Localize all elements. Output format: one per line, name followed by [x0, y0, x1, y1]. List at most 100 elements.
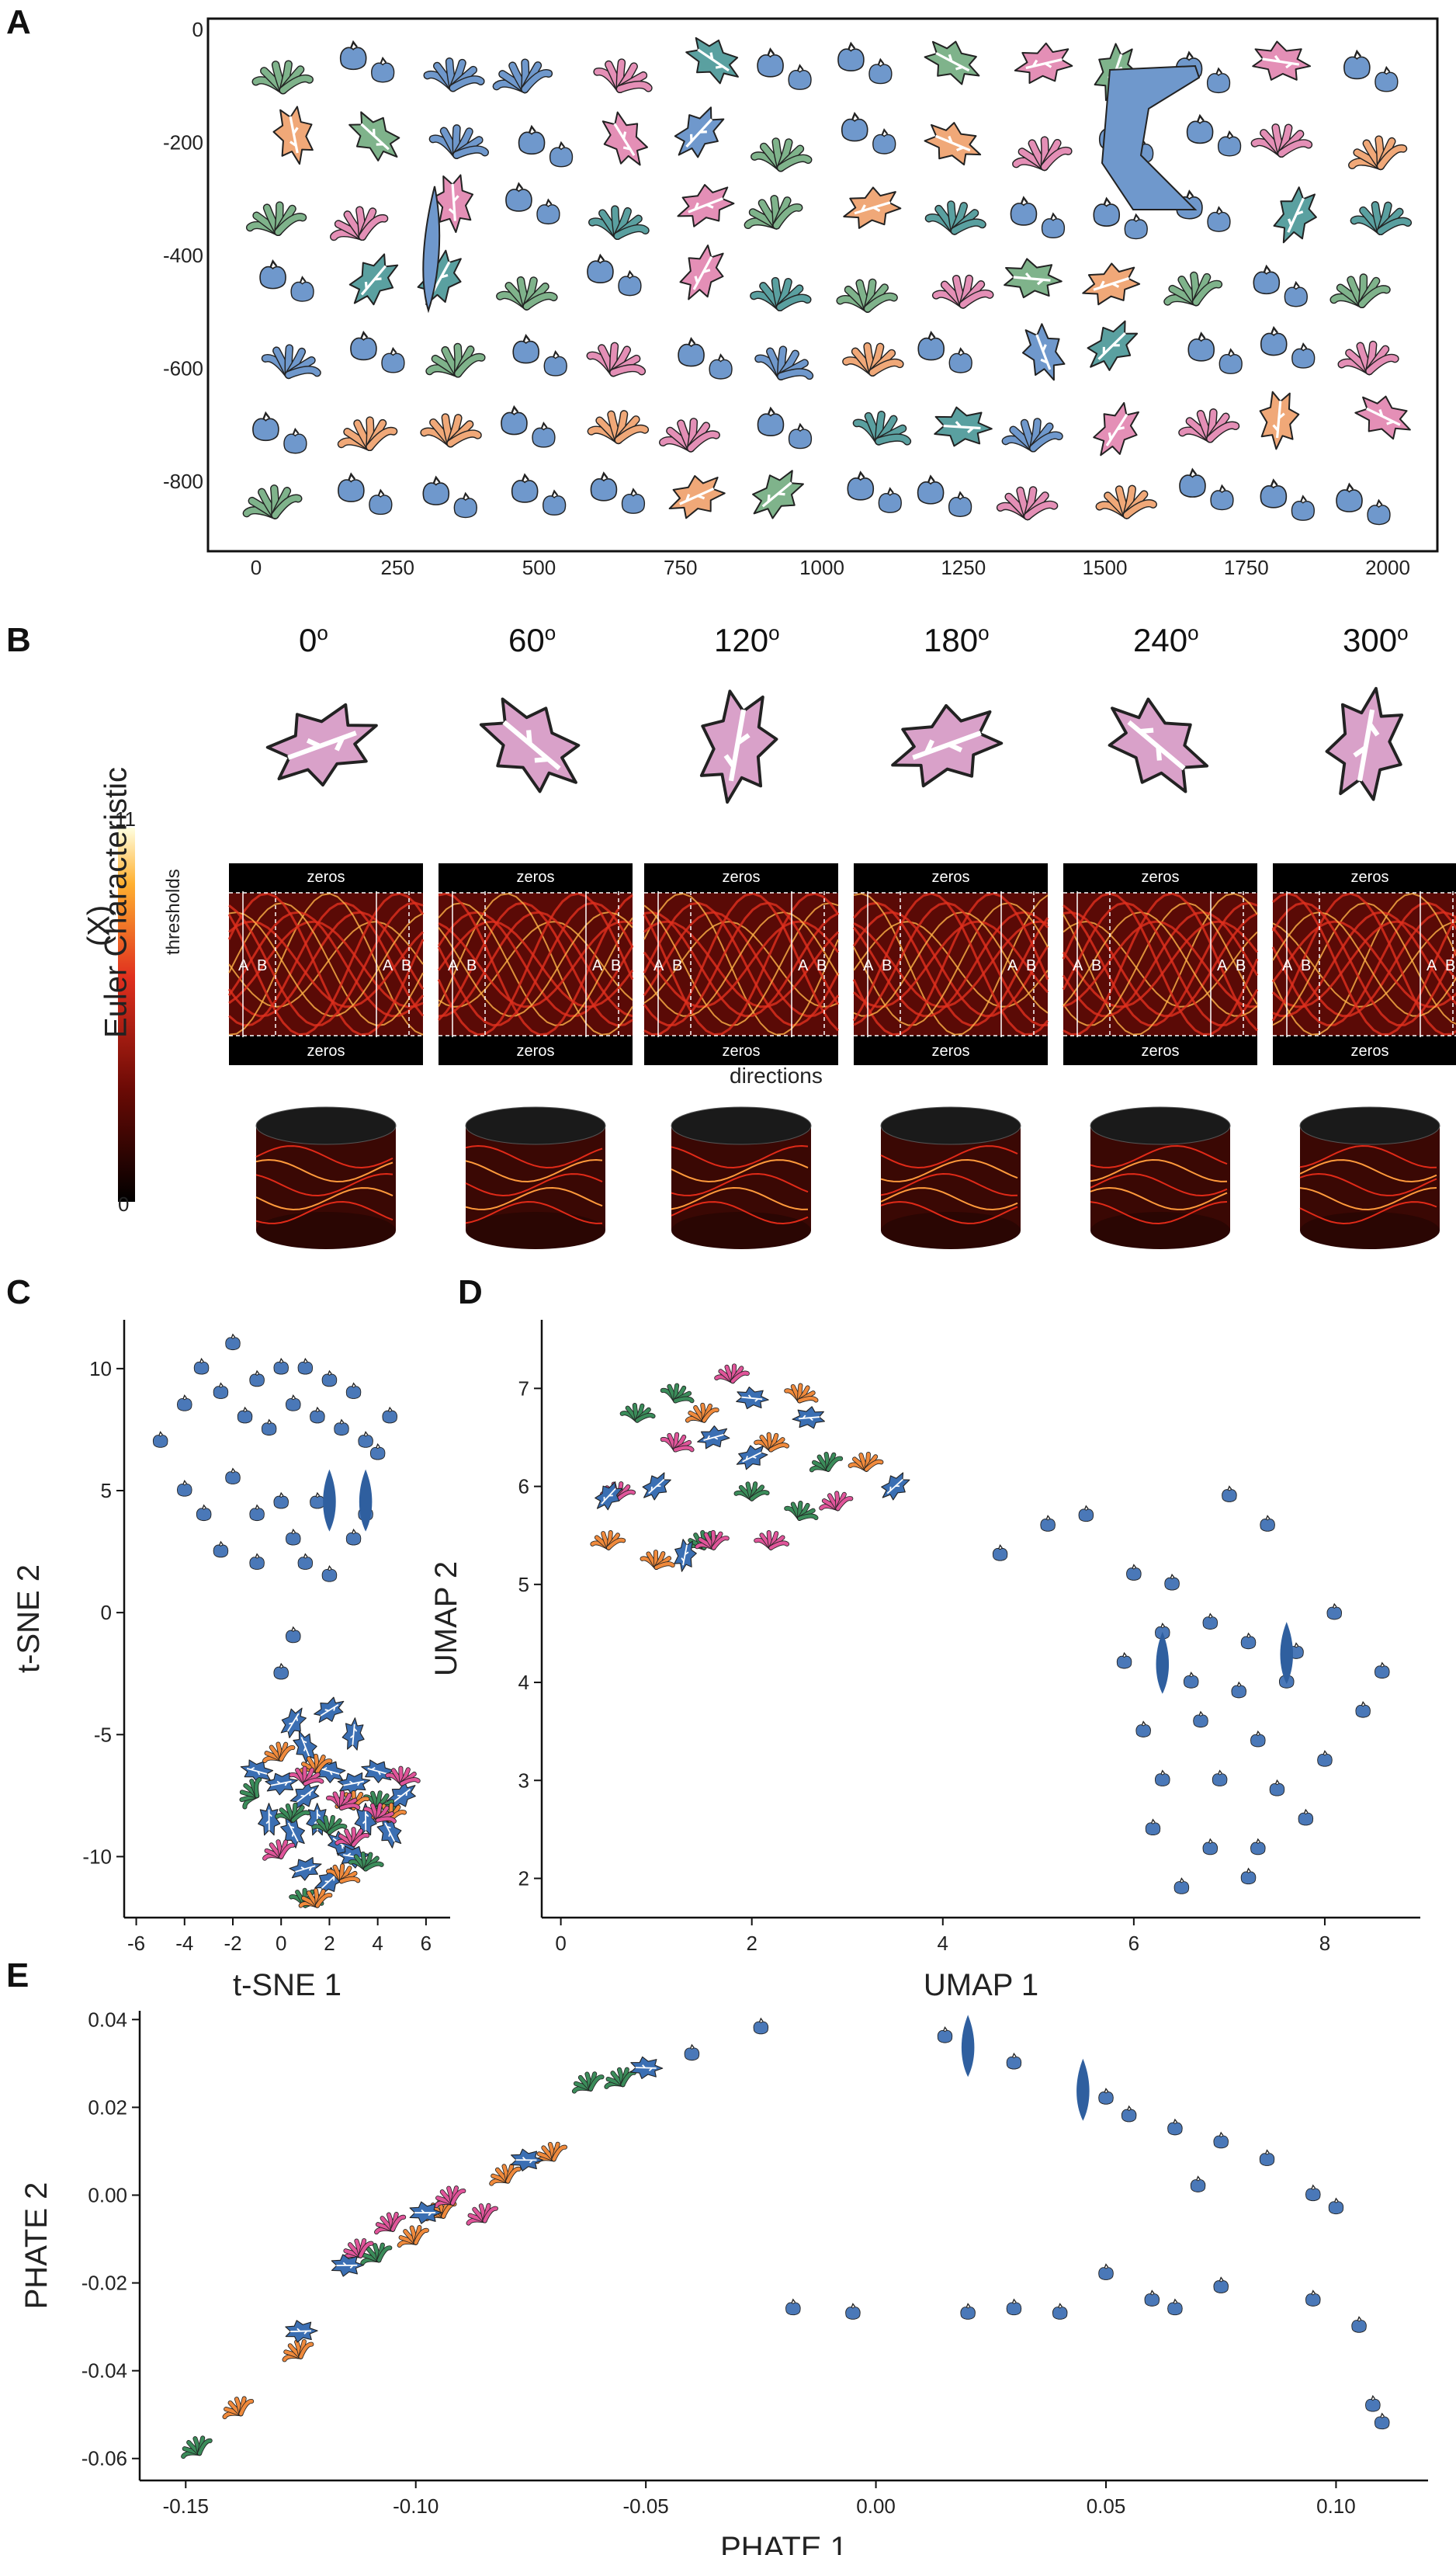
lobed-leaf-veins	[1097, 332, 1126, 360]
data-point	[881, 1472, 910, 1501]
cutout-round-leaf	[505, 182, 532, 212]
series-lobed-leaves	[285, 2056, 664, 2343]
cutout-fan-leaf	[836, 278, 898, 313]
region-a-label: A	[383, 957, 393, 974]
rotation-angle-label: 240o	[1133, 621, 1199, 659]
ect-curve	[1272, 911, 1456, 1018]
cylinder-curve	[671, 1172, 809, 1196]
lobed-leaf-veins	[635, 2064, 657, 2071]
region-a-label: A	[1282, 957, 1293, 974]
cutout-fan-leaf	[423, 57, 485, 92]
leaf-finger	[523, 293, 557, 310]
cutout-lobed-leaf	[1273, 186, 1317, 244]
round-leaf-stem	[1219, 2276, 1224, 2282]
panel-letter-a: A	[6, 3, 31, 41]
round-leaf-stem	[515, 182, 524, 191]
cylinder-top	[1090, 1106, 1231, 1145]
data-point	[809, 1452, 844, 1473]
data-point	[341, 1717, 365, 1751]
data-point	[181, 2435, 213, 2460]
data-point	[1173, 1877, 1190, 1894]
lobed-leaf-veins	[270, 1780, 292, 1786]
round-leaf-body	[872, 134, 896, 154]
round-leaf-body	[837, 48, 865, 72]
region-a-label: A	[238, 957, 249, 974]
leaf-finger	[1123, 500, 1156, 519]
data-point	[1355, 1700, 1371, 1718]
round-leaf-body	[1269, 1783, 1285, 1796]
leaf-finger	[328, 1824, 347, 1835]
cutout-lobed-leaf	[1354, 395, 1411, 440]
leaf-finger	[769, 1442, 789, 1452]
data-point	[314, 1696, 345, 1724]
round-leaf-body	[590, 477, 618, 502]
leaf-finger	[777, 294, 811, 311]
round-leaf-stem	[1371, 2394, 1376, 2401]
cutout-round-leaf	[381, 346, 405, 373]
rotation-angle-label: 60o	[508, 621, 556, 659]
lobed-leaf-veins	[741, 1394, 763, 1402]
round-leaf-body	[501, 411, 528, 436]
round-leaf-stem	[1294, 1642, 1299, 1647]
round-leaf-body	[350, 337, 377, 361]
cutout-lobed-leaf	[1087, 320, 1139, 371]
cutout-round-leaf	[422, 475, 450, 505]
data-point	[1259, 2149, 1275, 2166]
cutout-fan-leaf	[750, 276, 812, 312]
cutout-lobed-leaf	[843, 186, 902, 229]
region-a-label: A	[1007, 957, 1018, 974]
lobed-leaf-veins	[393, 1788, 411, 1803]
round-leaf-body	[297, 1361, 314, 1375]
cutout-lobed-leaf	[924, 40, 980, 85]
data-point	[337, 1772, 371, 1796]
ect-curve	[1063, 901, 1258, 1026]
cutout-fan-leaf	[420, 413, 482, 448]
round-leaf-body	[261, 1422, 277, 1436]
x-tick-label: -0.10	[393, 2494, 439, 2518]
cutout-round-leaf	[948, 491, 972, 517]
round-leaf-stem	[380, 56, 387, 64]
round-leaf-stem	[857, 470, 865, 480]
lobed-leaf-veins	[742, 1451, 762, 1463]
round-leaf-stem	[1104, 2263, 1109, 2269]
data-point	[273, 1491, 289, 1509]
data-point	[321, 1369, 338, 1387]
round-leaf-stem	[1198, 1710, 1204, 1716]
rotated-leaf-shape	[891, 703, 1004, 788]
round-leaf-stem	[339, 1418, 345, 1424]
cutout-fan-leaf	[588, 205, 650, 241]
round-leaf-body	[334, 1422, 349, 1436]
round-leaf-body	[948, 497, 972, 517]
data-point	[286, 1394, 301, 1411]
data-point	[359, 1469, 373, 1532]
data-point	[785, 2298, 801, 2316]
leaf-finger	[702, 1408, 719, 1422]
cutout-round-leaf	[543, 350, 567, 377]
leaf-finger	[390, 2215, 406, 2231]
leaf-finger	[506, 2167, 521, 2183]
cutout-elongated-leaf	[422, 186, 441, 314]
lobed-leaf-veins	[703, 1434, 724, 1441]
round-leaf-body	[177, 1483, 192, 1497]
ect-curve	[228, 901, 424, 1027]
round-leaf-stem	[1196, 113, 1205, 123]
round-leaf-stem	[303, 1357, 308, 1363]
leaf-finger	[1024, 502, 1057, 519]
series-elongated-leaves	[961, 2015, 1090, 2121]
leaf-finger	[447, 430, 481, 446]
round-leaf-body	[788, 429, 813, 450]
round-leaf-stem	[1219, 2131, 1224, 2137]
leaf-finger	[453, 146, 488, 158]
cutout-fan-leaf	[593, 58, 653, 93]
round-leaf-body	[757, 54, 784, 78]
cutout-lobed-leaf	[924, 122, 982, 166]
cutout-round-leaf	[1367, 498, 1391, 526]
cylinder-curve	[255, 1187, 393, 1211]
region-b-label: B	[466, 957, 477, 974]
cutout-round-leaf	[283, 427, 307, 454]
leaf-finger	[778, 155, 812, 171]
lobed-leaf-veins	[319, 1766, 340, 1776]
round-leaf-stem	[267, 1418, 272, 1424]
cutout-lobed-leaf	[1014, 42, 1073, 84]
